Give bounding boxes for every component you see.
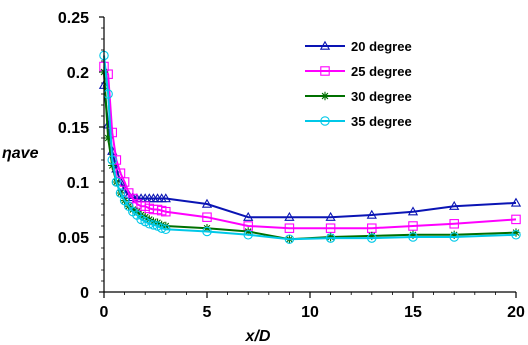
data-point [449, 232, 459, 242]
data-point [202, 224, 212, 233]
x-axis-ticks: 0 5 10 15 20 [100, 292, 525, 321]
data-point [284, 211, 295, 221]
y-axis-title: ηave [2, 145, 39, 162]
legend-marker [319, 40, 331, 50]
data-point [449, 200, 460, 210]
y-tick-label: 0 [80, 285, 89, 302]
data-point [510, 197, 522, 207]
y-tick-label: 0.15 [58, 120, 89, 137]
series-35-degree [99, 50, 521, 244]
legend-label: 25 degree [351, 64, 412, 79]
x-axis-title: x/D [245, 328, 271, 345]
data-point [243, 230, 253, 240]
legend-label: 35 degree [351, 114, 412, 129]
data-point [161, 206, 171, 217]
legend-item: 20 degree [305, 39, 412, 54]
data-point [284, 223, 295, 233]
data-point [511, 230, 521, 240]
data-point [408, 230, 418, 239]
x-tick-label: 10 [301, 304, 319, 321]
data-point [107, 155, 117, 165]
y-tick-label: 0.1 [67, 175, 89, 192]
data-point [408, 221, 418, 231]
data-point [366, 209, 377, 219]
data-point [201, 198, 213, 208]
data-point [326, 232, 335, 242]
data-point [156, 223, 167, 233]
data-point [511, 214, 521, 225]
series-layer [98, 50, 522, 244]
legend-item: 30 degree [305, 89, 412, 104]
data-point [202, 226, 212, 237]
y-axis-ticks: 0 0.05 0.1 0.15 0.2 0.25 [58, 10, 104, 302]
data-point [450, 230, 459, 239]
series-line [103, 55, 517, 241]
data-point [511, 228, 521, 237]
data-point [325, 223, 336, 233]
data-point [449, 219, 459, 229]
x-tick-label: 15 [404, 304, 422, 321]
data-point [325, 211, 336, 221]
y-tick-label: 0.25 [58, 10, 89, 27]
series-line [103, 85, 517, 219]
data-point [367, 231, 376, 241]
legend: 20 degree 25 degree 30 degree 35 degree [305, 39, 412, 129]
series-20-degree [98, 79, 522, 221]
legend-marker [320, 116, 330, 126]
data-point [111, 177, 122, 187]
x-tick-label: 0 [100, 304, 109, 321]
data-point [108, 161, 117, 170]
data-point [408, 232, 418, 242]
data-point [244, 227, 253, 236]
data-point [284, 234, 295, 244]
data-point [148, 220, 159, 230]
y-tick-label: 0.05 [58, 230, 89, 247]
data-point [367, 233, 377, 243]
series-line [103, 66, 517, 230]
x-tick-label: 20 [507, 304, 525, 321]
data-point [115, 188, 126, 198]
legend-item: 25 degree [305, 64, 412, 79]
legend-label: 30 degree [351, 89, 412, 104]
data-point [243, 211, 254, 221]
legend-marker [320, 91, 330, 101]
legend-label: 20 degree [351, 39, 412, 54]
x-tick-label: 5 [203, 304, 212, 321]
data-point [325, 233, 336, 243]
legend-marker [320, 66, 330, 76]
legend-item: 35 degree [305, 114, 412, 129]
data-point [128, 205, 138, 214]
data-point [202, 212, 212, 222]
data-point [407, 206, 419, 216]
data-point [103, 133, 113, 143]
y-tick-label: 0.2 [67, 65, 89, 82]
data-point [161, 224, 171, 235]
data-point [160, 193, 171, 203]
